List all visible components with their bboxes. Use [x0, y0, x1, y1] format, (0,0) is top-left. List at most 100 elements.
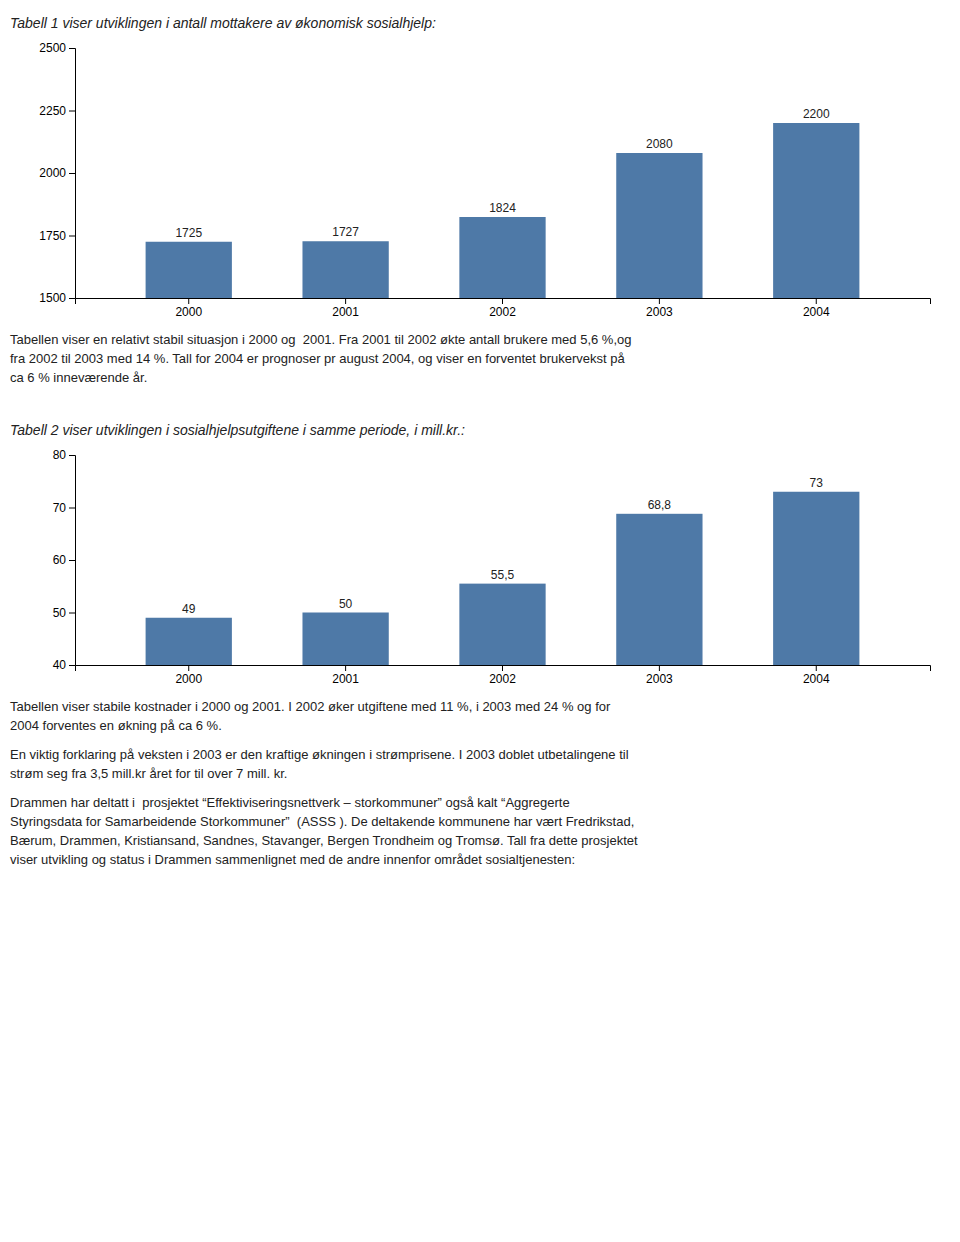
x-tick-mark [502, 298, 503, 304]
y-axis-line [69, 456, 76, 666]
annotation-line: fra 2002 til 2003 med 14 %. Tall for 200… [10, 351, 626, 366]
y-tick: 60 [53, 553, 75, 567]
annotation-line: En viktig forklaring på veksten i 2003 e… [10, 747, 629, 762]
data-label: 2200 [803, 107, 830, 121]
y-tick-mark [69, 173, 75, 174]
y-tick-mark [69, 613, 75, 614]
x-tick-label: 2001 [332, 305, 359, 319]
y-tick-mark [69, 236, 75, 237]
data-label: 49 [182, 602, 196, 616]
bar [616, 514, 702, 665]
data-label: 68,8 [648, 498, 672, 512]
data-label: 50 [339, 597, 353, 611]
y-tick: 70 [53, 501, 75, 515]
x-tick-label: 2000 [175, 305, 202, 319]
bar [146, 618, 232, 665]
bar [459, 584, 545, 665]
y-tick: 2500 [39, 41, 75, 55]
y-tick-label: 2250 [39, 104, 66, 118]
x-tick-label: 2002 [489, 305, 516, 319]
bar [302, 613, 388, 666]
annotation-line: ca 6 % inneværende år. [10, 370, 147, 385]
y-tick-label: 2000 [39, 166, 66, 180]
x-tick-label: 2003 [646, 672, 673, 686]
y-tick-label: 1750 [39, 229, 66, 243]
y-tick: 40 [53, 658, 75, 672]
x-tick-mark [816, 298, 817, 304]
y-tick-label: 1500 [39, 291, 66, 305]
x-tick-mark [816, 665, 817, 671]
bar [146, 242, 232, 298]
y-tick-mark [69, 455, 75, 456]
y-axis: 1500 1750 2000 2250 2500 [39, 41, 75, 305]
bar [459, 217, 545, 298]
annotation-line: viser utvikling og status i Drammen samm… [10, 852, 575, 867]
bar [302, 241, 388, 298]
x-tick: 2000 [175, 665, 202, 686]
y-tick-mark [69, 48, 75, 49]
annotation: En viktig forklaring på veksten i 2003 e… [10, 747, 629, 781]
bar [773, 123, 859, 298]
x-tick: 2002 [489, 665, 516, 686]
annotation-line: 2004 forventes en økning på ca 6 %. [10, 718, 222, 733]
x-tick-mark [345, 665, 346, 671]
annotation-line: Styringsdata for Samarbeidende Storkommu… [10, 814, 634, 829]
x-tick: 2001 [332, 298, 359, 319]
data-labels: 17251727182420802200 [175, 107, 830, 240]
y-tick-label: 60 [53, 553, 67, 567]
x-tick: 2003 [646, 298, 673, 319]
bars [146, 492, 860, 665]
x-tick: 2000 [175, 298, 202, 319]
x-axis-line [76, 299, 931, 305]
x-tick-mark [502, 665, 503, 671]
annotation: Tabellen viser en relativt stabil situas… [10, 332, 631, 385]
data-label: 1824 [489, 201, 516, 215]
y-tick-mark [69, 298, 75, 299]
x-axis: 20002001200220032004 [76, 665, 931, 686]
y-tick: 2000 [39, 166, 75, 180]
y-tick: 80 [53, 448, 75, 462]
data-labels: 49 50 55,5 68,8 73 [182, 476, 823, 616]
y-tick-label: 50 [53, 606, 67, 620]
x-tick-mark [188, 665, 189, 671]
annotation: Tabellen viser stabile kostnader i 2000 … [10, 699, 611, 733]
data-label: 2080 [646, 137, 673, 151]
y-tick-mark [69, 560, 75, 561]
annotation-line: Tabellen viser en relativt stabil situas… [10, 332, 631, 347]
y-axis: 40 50 60 70 80 [53, 448, 76, 672]
y-axis-line [69, 49, 76, 299]
x-tick: 2004 [803, 298, 830, 319]
annotation-line: Drammen har deltatt i prosjektet “Effekt… [10, 795, 570, 810]
y-tick-mark [69, 508, 75, 509]
page: Tabell 1 viser utviklingen i antall mott… [0, 0, 960, 1242]
x-tick-label: 2000 [175, 672, 202, 686]
x-tick-mark [345, 298, 346, 304]
annotation-line: Bærum, Drammen, Kristiansand, Sandnes, S… [10, 833, 638, 848]
y-tick: 2250 [39, 104, 75, 118]
x-tick: 2003 [646, 665, 673, 686]
x-tick: 2002 [489, 298, 516, 319]
y-tick-label: 2500 [39, 41, 66, 55]
y-tick: 50 [53, 606, 75, 620]
y-tick-mark [69, 665, 75, 666]
x-tick-label: 2003 [646, 305, 673, 319]
y-tick-label: 40 [53, 658, 67, 672]
x-tick: 2001 [332, 665, 359, 686]
x-tick-label: 2001 [332, 672, 359, 686]
annotation-line: strøm seg fra 3,5 mill.kr året for til o… [10, 766, 287, 781]
data-label: 73 [810, 476, 824, 490]
x-axis-line [76, 666, 931, 672]
bars [146, 123, 860, 298]
data-label: 55,5 [491, 568, 515, 582]
x-tick-label: 2004 [803, 305, 830, 319]
data-label: 1725 [175, 226, 202, 240]
bar [616, 153, 702, 298]
chart-title: Tabell 1 viser utviklingen i antall mott… [10, 15, 436, 31]
y-tick-mark [69, 111, 75, 112]
x-tick-mark [188, 298, 189, 304]
x-tick-label: 2002 [489, 672, 516, 686]
chart: 1500 1750 2000 2250 2500 2000 2001 2002 2003 2004… [39, 41, 930, 318]
x-axis: 2000 2001 2002 2003 2004 [76, 298, 931, 319]
y-tick-label: 80 [53, 448, 67, 462]
bar [773, 492, 859, 665]
